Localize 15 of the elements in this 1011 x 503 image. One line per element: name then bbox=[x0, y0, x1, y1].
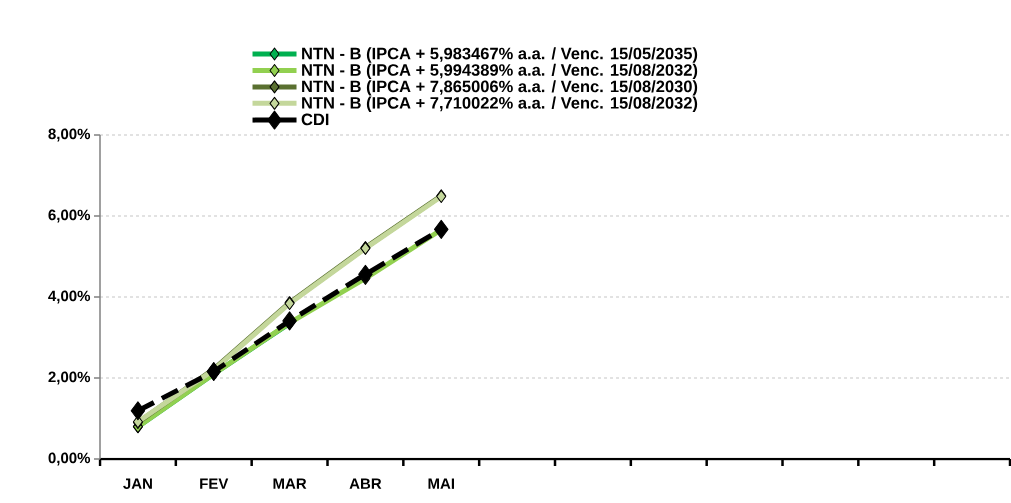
legend-label: NTN - B (IPCA + 5,994389% a.a. / Venc. 15/08/2032) bbox=[302, 63, 698, 80]
x-tick-label: MAR bbox=[273, 478, 307, 489]
legend-label: CDI bbox=[301, 113, 329, 126]
legend-label: NTN - B (IPCA + 5,983467% a.a. / Venc. 15/05/2035) bbox=[302, 47, 698, 63]
x-tick-label: FEV bbox=[200, 478, 229, 489]
y-tick-label: 8,00% bbox=[48, 128, 91, 142]
legend-label: NTN - B (IPCA + 7,865006% a.a. / Venc. 15/08/2030) bbox=[302, 80, 698, 96]
y-tick-label: 2,00% bbox=[48, 371, 91, 385]
x-tick-label: ABR bbox=[349, 478, 382, 489]
x-tick-label: JAN bbox=[123, 478, 152, 489]
legend-label: NTN - B (IPCA + 7,710022% a.a. / Venc. 15/08/2032) bbox=[302, 96, 698, 112]
y-tick-label: 6,00% bbox=[48, 209, 91, 223]
y-tick-label: 4,00% bbox=[48, 290, 91, 304]
y-tick-label: 0,00% bbox=[48, 452, 91, 466]
x-tick-label: MAI bbox=[428, 478, 454, 489]
